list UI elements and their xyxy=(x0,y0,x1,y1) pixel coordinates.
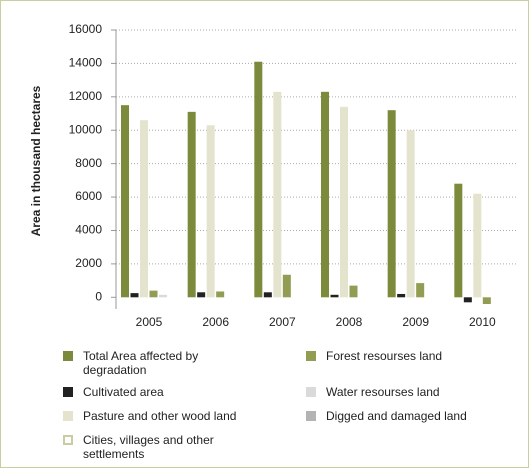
y-tick-label: 2000 xyxy=(75,256,102,270)
legend-label: Pasture and other wood land xyxy=(83,409,237,423)
bar xyxy=(187,111,196,298)
bar xyxy=(121,105,129,298)
legend-swatch xyxy=(306,411,316,421)
y-tick-label: 12000 xyxy=(69,89,103,103)
bar xyxy=(349,285,358,298)
x-tick-label: 2008 xyxy=(336,315,363,329)
bar xyxy=(340,106,348,298)
y-tick-label: 6000 xyxy=(75,189,102,203)
x-tick-label: 2007 xyxy=(269,315,296,329)
legend-swatch xyxy=(63,387,73,397)
bar xyxy=(140,120,148,298)
x-tick-label: 2005 xyxy=(136,315,163,329)
bar xyxy=(397,293,406,298)
bar xyxy=(463,297,472,303)
legend-label: Forest resourses land xyxy=(326,349,443,363)
bar xyxy=(416,283,425,298)
legend-label: Water resourses land xyxy=(326,385,440,399)
legend-swatch xyxy=(306,387,316,397)
legend-label: Digged and damaged land xyxy=(326,409,467,423)
y-tick-label: 10000 xyxy=(69,122,103,136)
legend-swatch xyxy=(63,435,73,445)
bar xyxy=(406,130,415,298)
bar xyxy=(206,125,215,298)
y-tick-label: 14000 xyxy=(69,56,103,70)
bar xyxy=(216,291,225,298)
y-tick-label: 8000 xyxy=(75,156,102,170)
bar xyxy=(482,297,491,304)
bar xyxy=(159,294,167,298)
legend-label: Cultivated area xyxy=(83,385,164,399)
bar xyxy=(263,292,272,298)
y-axis-label: Area in thousand hectares xyxy=(29,85,43,236)
bar xyxy=(282,274,291,298)
legend-swatch xyxy=(63,411,73,421)
x-tick-label: 2006 xyxy=(202,315,229,329)
y-tick-label: 4000 xyxy=(75,223,102,237)
bar xyxy=(321,91,329,298)
bar xyxy=(473,193,482,298)
bar xyxy=(454,183,463,298)
legend-label: Cities, villages and other settlements xyxy=(83,433,214,461)
bar xyxy=(330,294,339,298)
y-tick-label: 0 xyxy=(95,289,102,303)
bar xyxy=(130,293,139,298)
y-tick-label: 16000 xyxy=(69,22,103,36)
bar xyxy=(149,290,158,298)
legend-swatch xyxy=(306,351,316,361)
x-tick-label: 2009 xyxy=(402,315,429,329)
bar xyxy=(254,61,263,298)
bar xyxy=(197,292,206,298)
legend-swatch xyxy=(63,351,73,361)
bar xyxy=(387,110,396,298)
bar xyxy=(273,91,282,298)
x-tick-label: 2010 xyxy=(469,315,496,329)
legend-label: Total Area affected by degradation xyxy=(83,349,199,377)
